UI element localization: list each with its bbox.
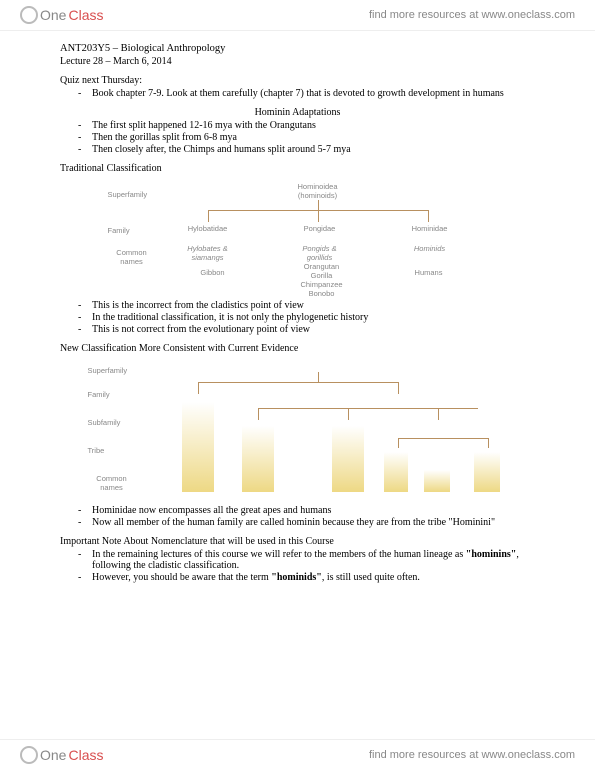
common-label: Gibbon [188, 268, 238, 277]
logo-circle-icon [20, 6, 38, 24]
new-tree-diagram: Superfamily Family Subfamily Tribe Commo… [88, 362, 508, 497]
row-label: Common names [108, 248, 156, 266]
family-label: Hominidae [402, 224, 458, 233]
sci-label: Hylobates & siamangs [178, 244, 238, 262]
text: However, you should be aware that the te… [92, 572, 271, 583]
nomen-heading: Important Note About Nomenclature that w… [60, 536, 535, 547]
text: , is still used quite often. [322, 572, 420, 583]
footer-tagline: find more resources at www.oneclass.com [369, 749, 575, 761]
sci-label: Hominids [402, 244, 458, 253]
trad-heading: Traditional Classification [60, 163, 535, 174]
list-item: Hominidae now encompasses all the great … [92, 505, 535, 516]
common-label: Orangutan Gorilla Chimpanzee Bonobo [292, 262, 352, 298]
bold-term: "hominids" [271, 572, 322, 583]
header-tagline: find more resources at www.oneclass.com [369, 9, 575, 21]
trad-notes: This is the incorrect from the cladistic… [60, 300, 535, 335]
row-label: Family [108, 226, 130, 235]
page-header: One Class find more resources at www.one… [0, 0, 595, 31]
hominin-list: The first split happened 12-16 mya with … [60, 120, 535, 155]
row-label: Subfamily [88, 418, 121, 427]
list-item: Book chapter 7-9. Look at them carefully… [92, 88, 535, 99]
newclass-notes: Hominidae now encompasses all the great … [60, 505, 535, 528]
page-content: ANT203Y5 – Biological Anthropology Lectu… [0, 31, 595, 583]
row-label: Common names [88, 474, 136, 492]
nomen-list: In the remaining lectures of this course… [60, 549, 535, 583]
bar-icon [474, 452, 500, 492]
quiz-heading: Quiz next Thursday: [60, 75, 535, 86]
brand-logo: One Class [20, 6, 103, 24]
row-label: Superfamily [108, 190, 148, 199]
logo-circle-icon [20, 746, 38, 764]
hominin-heading: Hominin Adaptations [60, 107, 535, 118]
bar-icon [332, 426, 364, 492]
row-label: Tribe [88, 446, 105, 455]
brand-class: Class [68, 7, 103, 23]
list-item: This is not correct from the evolutionar… [92, 324, 535, 335]
tree-top: Hominoidea (hominoids) [278, 182, 358, 200]
course-code: ANT203Y5 – Biological Anthropology [60, 43, 535, 54]
newclass-heading: New Classification More Consistent with … [60, 343, 535, 354]
list-item: Now all member of the human family are c… [92, 517, 535, 528]
common-label: Humans [404, 268, 454, 277]
row-label: Superfamily [88, 366, 128, 375]
list-item: Then closely after, the Chimps and human… [92, 144, 535, 155]
bar-icon [182, 402, 214, 492]
list-item: However, you should be aware that the te… [92, 572, 535, 583]
page-footer: One Class find more resources at www.one… [0, 739, 595, 770]
bold-term: "hominins" [466, 549, 517, 560]
sci-label: Pongids & gorillids [290, 244, 350, 262]
brand-one: One [40, 7, 66, 23]
list-item: Then the gorillas split from 6-8 mya [92, 132, 535, 143]
brand-one: One [40, 747, 66, 763]
brand-logo: One Class [20, 746, 103, 764]
bar-icon [384, 452, 408, 492]
family-label: Hylobatidae [180, 224, 236, 233]
list-item: In the traditional classification, it is… [92, 312, 535, 323]
brand-class: Class [68, 747, 103, 763]
family-label: Pongidae [292, 224, 348, 233]
list-item: The first split happened 12-16 mya with … [92, 120, 535, 131]
quiz-list: Book chapter 7-9. Look at them carefully… [60, 88, 535, 99]
traditional-tree-diagram: Superfamily Family Common names Hominoid… [108, 182, 488, 292]
text: In the remaining lectures of this course… [92, 549, 466, 560]
lecture-line: Lecture 28 – March 6, 2014 [60, 56, 535, 67]
row-label: Family [88, 390, 110, 399]
bar-icon [424, 470, 450, 492]
list-item: This is the incorrect from the cladistic… [92, 300, 535, 311]
bar-icon [242, 426, 274, 492]
list-item: In the remaining lectures of this course… [92, 549, 535, 571]
